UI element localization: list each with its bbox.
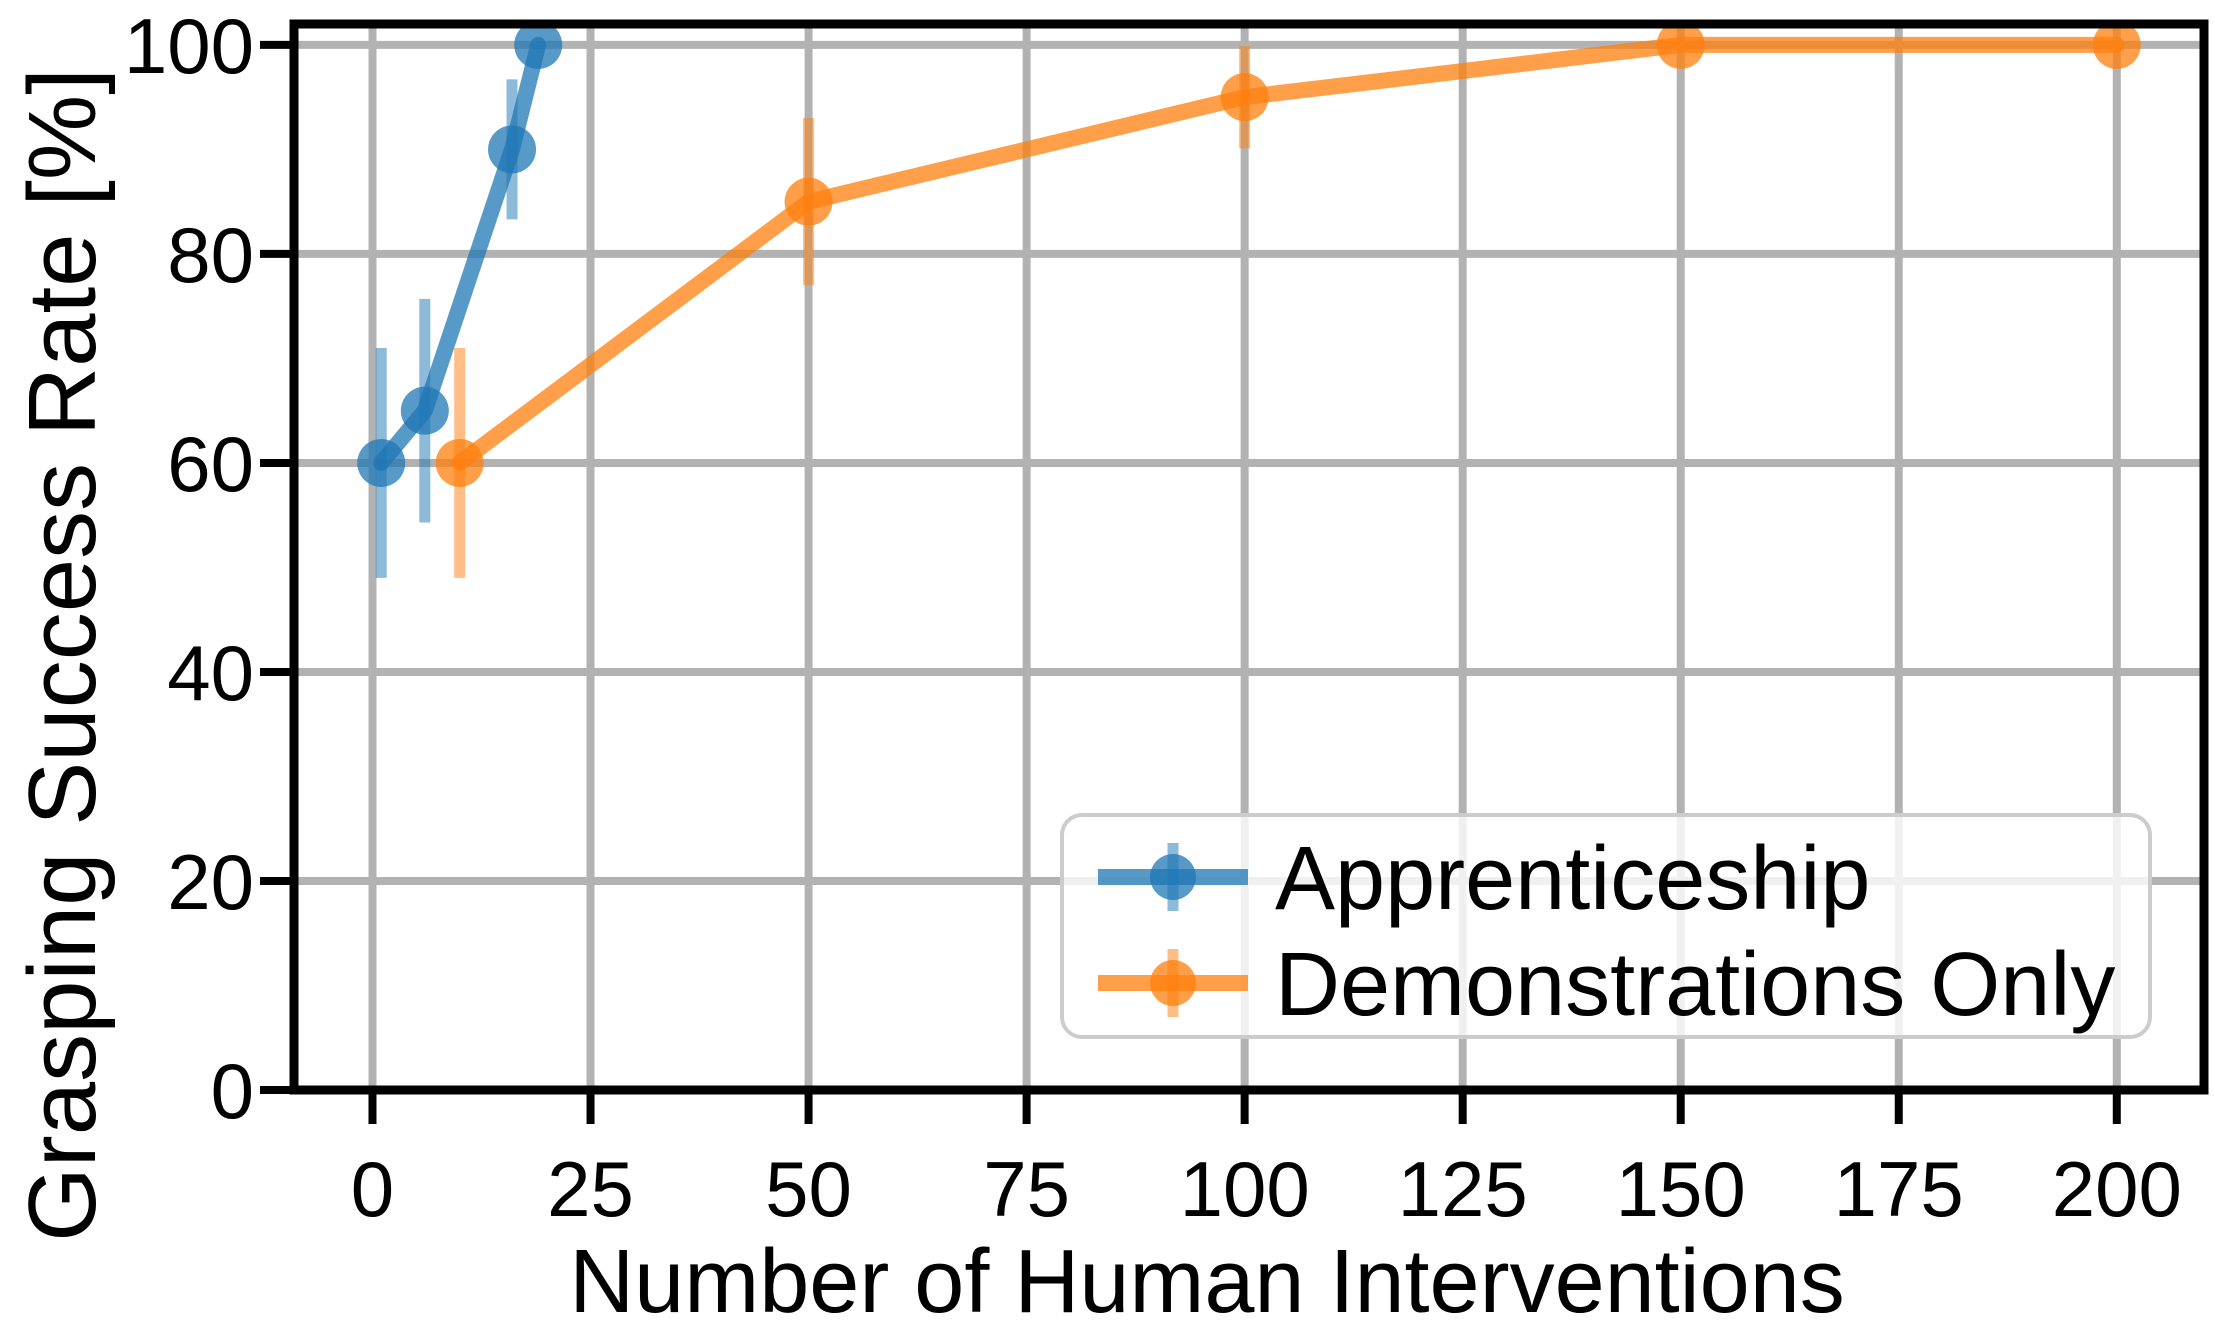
- x-tick-label: 25: [547, 1145, 634, 1233]
- x-tick-label: 150: [1616, 1145, 1746, 1233]
- y-tick-label: 20: [167, 838, 254, 926]
- y-tick-label: 0: [211, 1047, 254, 1135]
- data-point-marker: [514, 20, 563, 69]
- x-tick-label: 125: [1398, 1145, 1528, 1233]
- data-point-marker: [488, 125, 537, 174]
- x-axis-label: Number of Human Interventions: [569, 1232, 1845, 1332]
- legend-entry-apprenticeship: Apprenticeship: [1098, 829, 1870, 929]
- x-tick-label: 50: [765, 1145, 852, 1233]
- plot-border: [289, 19, 2209, 1095]
- legend-marker-sample: [1150, 960, 1196, 1006]
- y-tick-label: 40: [167, 629, 254, 717]
- x-axis: 0 25 50 75 100 125 150 175 200: [351, 1090, 2182, 1233]
- legend-marker-sample: [1150, 854, 1196, 900]
- data-point-marker: [1220, 73, 1269, 122]
- y-axis: 0 20 40 60 80 100: [124, 2, 294, 1135]
- data-point-marker: [435, 438, 484, 487]
- y-tick-label: 80: [167, 211, 254, 299]
- series-demonstrations-only: [435, 20, 2141, 578]
- data-point-marker: [357, 438, 406, 487]
- x-tick-label: 75: [983, 1145, 1070, 1233]
- data-point-marker: [1656, 20, 1705, 69]
- data-point-marker: [784, 177, 833, 226]
- legend-label: Apprenticeship: [1275, 829, 1870, 929]
- legend-label: Demonstrations Only: [1275, 935, 2115, 1035]
- x-tick-label: 0: [351, 1145, 394, 1233]
- x-tick-label: 175: [1834, 1145, 1964, 1233]
- y-tick-label: 60: [167, 420, 254, 508]
- legend-entry-demonstrations-only: Demonstrations Only: [1098, 935, 2115, 1035]
- series-apprenticeship: [357, 20, 563, 578]
- x-tick-label: 100: [1180, 1145, 1310, 1233]
- series-line: [373, 36, 547, 471]
- y-axis-label: Grasping Success Rate [%]: [9, 68, 116, 1242]
- y-tick-label: 100: [124, 2, 254, 90]
- x-tick-label: 200: [2052, 1145, 2182, 1233]
- legend-frame: [1060, 813, 2152, 1039]
- data-point-marker: [400, 386, 449, 435]
- data-point-marker: [2092, 20, 2141, 69]
